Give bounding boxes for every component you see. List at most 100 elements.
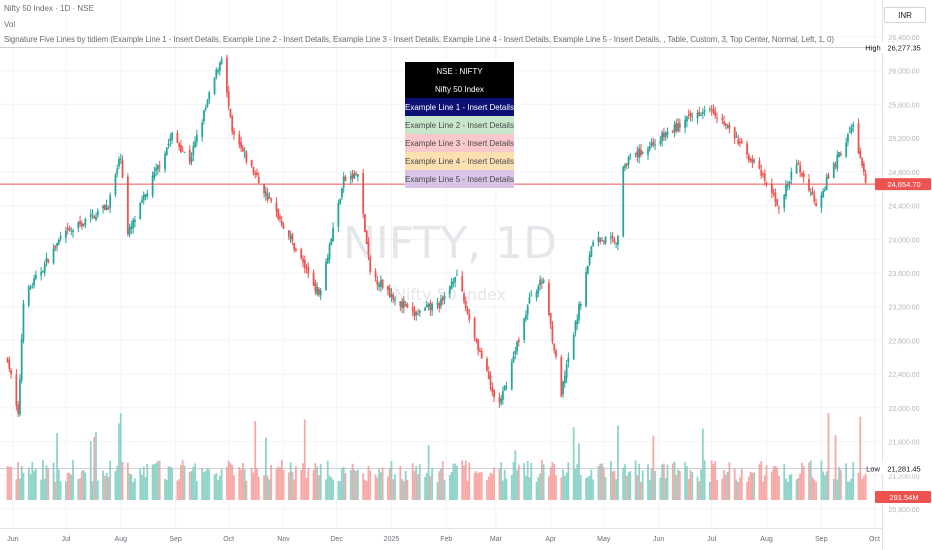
currency-button[interactable]: INR (884, 7, 926, 23)
volume-bar (776, 467, 779, 500)
volume-bar (652, 435, 655, 500)
volume-bar (673, 461, 676, 500)
candle-body (502, 391, 504, 400)
volume-bar (808, 462, 810, 500)
candle-body (661, 132, 664, 142)
candle-body (850, 127, 853, 133)
volume-bar (802, 466, 805, 500)
volume-bar (192, 466, 195, 500)
volume-bar (790, 474, 793, 500)
legend-volume[interactable]: Vol (4, 20, 16, 29)
volume-bar (438, 471, 441, 500)
volume-bar (342, 466, 345, 500)
volume-bar (243, 469, 246, 500)
volume-bar (466, 481, 469, 500)
volume-bar (167, 466, 170, 500)
low-label-box (875, 462, 931, 475)
volume-bar (648, 480, 651, 500)
candle-body (636, 150, 639, 157)
volume-bar (206, 468, 209, 500)
candle-body (859, 151, 862, 159)
candle-body (675, 123, 678, 131)
candle-body (617, 235, 619, 245)
y-tick-label: 24,000.00 (888, 237, 919, 244)
candle-body (802, 173, 805, 178)
volume-bar (654, 471, 656, 500)
candle-body (535, 292, 538, 298)
candle-body (749, 158, 752, 161)
volume-bar (194, 463, 196, 500)
candle-body (701, 111, 704, 115)
candle-body (257, 177, 260, 184)
volume-bar (822, 471, 825, 500)
candle-body (68, 228, 71, 231)
candle-body (602, 241, 605, 243)
candle-body (56, 242, 58, 247)
volume-bar (862, 476, 865, 500)
candle-body (572, 334, 575, 360)
candle-body (15, 374, 18, 406)
volume-bar (475, 471, 478, 500)
candle-body (525, 315, 527, 320)
candle-body (822, 190, 825, 198)
candle-body (218, 62, 221, 71)
volume-bar (785, 478, 787, 500)
candle-body (264, 191, 267, 196)
candle-body (95, 216, 97, 221)
candle-body (394, 299, 396, 301)
volume-bar (226, 466, 228, 500)
volume-bar (19, 478, 21, 500)
info-table-row: Example Line 2 - Insert Details (405, 116, 514, 134)
candle-body (330, 238, 333, 246)
volume-bar (609, 460, 612, 500)
volume-bar (696, 476, 699, 500)
candle-body (116, 168, 119, 174)
volume-bar (700, 469, 702, 500)
candle-body (240, 141, 242, 148)
candle-body (714, 111, 717, 116)
volume-bar (356, 469, 359, 500)
candle-body (119, 158, 122, 160)
candle-body (369, 256, 372, 272)
volume-bar (314, 463, 317, 500)
time-axis[interactable]: Jun Jul Aug Sep Oct Nov Dec 2025 Feb Mar Apr May Jun… (7, 536, 880, 543)
volume-bar (716, 480, 718, 500)
candle-body (848, 132, 851, 134)
volume-bar (429, 476, 432, 500)
volume-bar (425, 472, 428, 500)
volume-bar (188, 471, 191, 500)
volume-bar (42, 460, 44, 500)
volume-bar (146, 464, 149, 500)
volume-bar (686, 466, 688, 500)
volume-bar (698, 481, 701, 500)
candle-body (351, 173, 354, 179)
price-axis[interactable]: 26,400.00 26,000.00 25,600.00 25,200.00 24,8… (888, 35, 919, 514)
candle-body (54, 245, 57, 249)
candle-body (139, 202, 142, 220)
volume-bar (590, 469, 593, 500)
volume-bar (128, 473, 131, 500)
volume-bar (721, 478, 724, 500)
info-table: NSE : NIFTY Nifty 50 Index Example Line 1 … (405, 62, 514, 188)
volume-bar (539, 473, 541, 500)
candle-body (700, 115, 702, 117)
volume-bar (691, 472, 694, 500)
legend-title[interactable]: Nifty 50 Index · 1D · NSE (4, 4, 94, 13)
volume-bar (195, 481, 198, 500)
volume-bar (514, 450, 517, 500)
candle-body (176, 132, 179, 143)
volume-bar (240, 469, 242, 500)
volume-bar (364, 479, 366, 500)
candle-body (500, 398, 503, 404)
legend-indicator[interactable]: Signature Five Lines by tidiem (Example … (4, 35, 834, 44)
candle-body (647, 148, 649, 155)
volume-label-value: 291.54M (889, 493, 918, 502)
candle-body (475, 338, 478, 341)
candle-body (739, 141, 741, 144)
volume-bar (678, 470, 681, 500)
volume-bar (864, 473, 867, 500)
high-label-box (875, 41, 931, 54)
candle-body (332, 227, 334, 242)
candle-body (776, 199, 779, 206)
